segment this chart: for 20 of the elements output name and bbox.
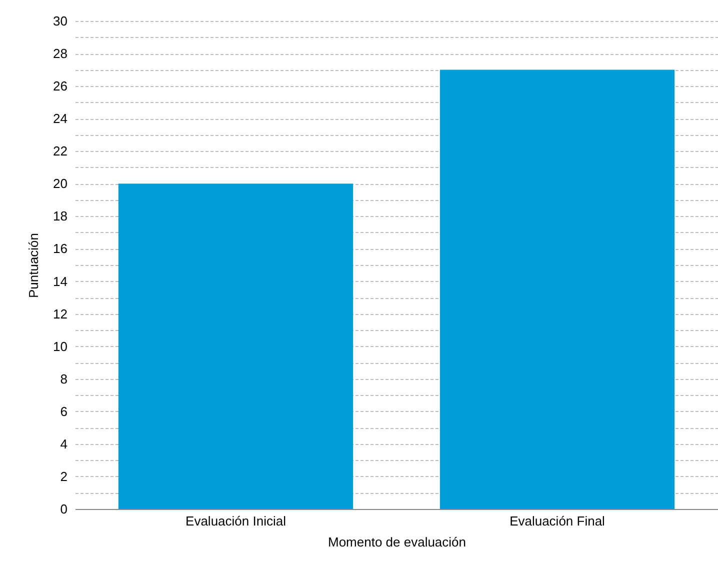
y-tick-label: 6 <box>60 404 68 419</box>
y-tick-label: 4 <box>60 436 68 452</box>
y-tick-label: 12 <box>53 306 68 322</box>
y-tick-label: 14 <box>53 274 68 289</box>
y-tick-label: 16 <box>53 241 68 256</box>
y-tick-label: 30 <box>53 14 68 28</box>
y-tick-label: 22 <box>53 144 68 159</box>
y-axis-title: Puntuación <box>26 232 42 298</box>
y-tick-label: 8 <box>60 371 68 386</box>
y-tick-label: 2 <box>60 468 68 484</box>
y-tick-label: 26 <box>53 78 68 94</box>
y-tick-label: 28 <box>53 46 68 62</box>
y-tick-label: 0 <box>60 502 68 516</box>
y-tick-label: 24 <box>53 111 68 126</box>
y-tick-label: 18 <box>53 208 68 224</box>
x-tick-label: Evaluación Inicial <box>186 514 286 528</box>
y-tick-label: 10 <box>53 338 68 354</box>
x-tick-label: Evaluación Final <box>510 514 606 528</box>
x-axis-title: Momento de evaluación <box>328 534 466 550</box>
y-tick-label: 20 <box>53 176 68 192</box>
